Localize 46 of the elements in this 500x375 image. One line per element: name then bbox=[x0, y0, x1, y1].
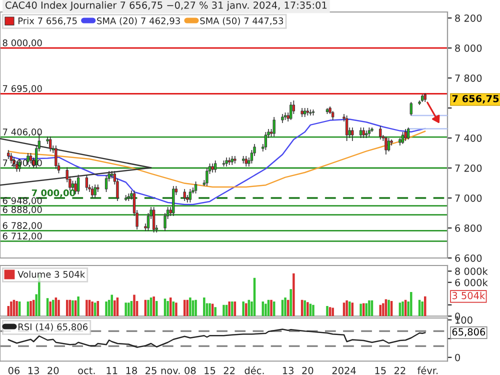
ref-line-label: 8 000,00 bbox=[2, 39, 42, 48]
ref-line-label: 6 782,00 bbox=[2, 222, 42, 230]
x-tick-label: 22 bbox=[224, 366, 235, 374]
x-tick-label: nov. bbox=[161, 368, 180, 374]
x-tick-label: 20 bbox=[48, 366, 59, 374]
ref-line-label: 6 948,00 bbox=[2, 197, 42, 205]
y-tick-label: 7 800 bbox=[455, 74, 482, 82]
legend-label: SMA (50) 7 447,53 bbox=[200, 17, 284, 26]
legend-label: RSI (14) 65,806 bbox=[18, 323, 88, 332]
y-tick-label: 8 000 bbox=[455, 44, 482, 52]
legend-label: SMA (20) 7 462,93 bbox=[97, 17, 180, 26]
x-tick-label: 11 bbox=[106, 366, 118, 374]
x-tick-label: 15 bbox=[204, 366, 216, 374]
legend-label: Prix 7 656,75 bbox=[18, 17, 77, 26]
y-tick-label: 7 200 bbox=[455, 164, 482, 172]
x-tick-label: 18 bbox=[126, 366, 137, 374]
y-tick-label: 6 000k bbox=[455, 278, 488, 286]
y-tick-label: 6 800 bbox=[455, 224, 482, 232]
text: 7 656,75 bbox=[452, 94, 499, 104]
ref-line-label: 7 695,00 bbox=[2, 85, 42, 93]
y-tick-label: 7 000 bbox=[455, 194, 482, 202]
x-tick-label: 13 bbox=[28, 366, 39, 374]
y-tick-label: 8 000k bbox=[455, 267, 488, 275]
x-tick-label: 2024 bbox=[332, 366, 356, 374]
text: 65,806 bbox=[452, 328, 486, 337]
ref-line-label: 7 000,00 bbox=[32, 189, 76, 198]
x-tick-label: 08 bbox=[184, 366, 196, 374]
ref-line-label: 6 888,00 bbox=[2, 206, 42, 214]
ref-line-label: 7 406,00 bbox=[2, 128, 42, 136]
x-tick-label: 13 bbox=[282, 366, 294, 374]
x-tick-label: oct. bbox=[78, 367, 95, 374]
y-tick-label: 0 bbox=[455, 354, 460, 362]
chart-title: CAC40 Index Journalier 7 656,75 −0,27 % 31 janv. 2024, 17:35:01 bbox=[6, 1, 327, 11]
y-tick-label: 7 400 bbox=[455, 134, 482, 142]
ref-line-label: 6 712,00 bbox=[2, 232, 42, 240]
x-tick-label: 15 bbox=[375, 366, 386, 374]
text: 3 504k bbox=[452, 292, 486, 300]
y-tick-label: 6 600 bbox=[455, 254, 482, 262]
x-tick-label: 20 bbox=[302, 366, 314, 374]
x-tick-label: 25 bbox=[146, 366, 156, 374]
x-tick-label: 06 bbox=[8, 366, 20, 374]
legend-label: Volume 3 504k bbox=[18, 270, 86, 278]
y-tick-label: 8 200 bbox=[455, 14, 482, 22]
x-tick-label: déc. bbox=[244, 366, 264, 374]
x-tick-label: févr. bbox=[417, 366, 438, 374]
x-tick-label: 22 bbox=[394, 366, 406, 374]
